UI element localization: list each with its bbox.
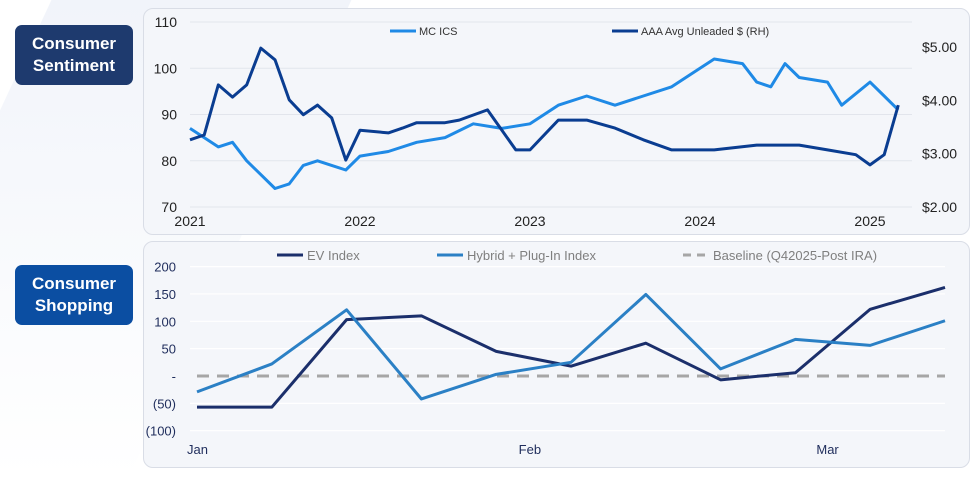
x-tick-label: Jan bbox=[187, 442, 208, 457]
y-right-tick-label: $2.00 bbox=[922, 199, 957, 215]
legend-label: MC ICS bbox=[419, 26, 458, 38]
y-left-tick-label: 80 bbox=[161, 153, 177, 169]
legend-label: AAA Avg Unleaded $ (RH) bbox=[641, 26, 769, 38]
y-tick-label: - bbox=[172, 369, 176, 384]
legend-label: Hybrid + Plug-In Index bbox=[467, 248, 596, 263]
x-tick-label: 2025 bbox=[854, 213, 885, 229]
series-line-ev-index bbox=[197, 285, 946, 409]
legend-label: EV Index bbox=[307, 248, 360, 263]
y-left-tick-label: 110 bbox=[155, 14, 178, 30]
y-left-tick-label: 100 bbox=[154, 60, 178, 76]
series-line-aaa-unleaded bbox=[189, 46, 900, 167]
consumer-sentiment-label: Consumer Sentiment bbox=[15, 25, 133, 85]
y-right-tick-label: $4.00 bbox=[922, 92, 957, 108]
x-tick-label: Feb bbox=[519, 442, 541, 457]
y-left-tick-label: 70 bbox=[161, 199, 177, 215]
x-tick-label: Mar bbox=[816, 442, 839, 457]
x-tick-label: 2021 bbox=[174, 213, 205, 229]
series-line-mc-ics bbox=[189, 57, 900, 190]
legend-label: Baseline (Q42025-Post IRA) bbox=[713, 248, 877, 263]
y-tick-label: 150 bbox=[154, 287, 176, 302]
consumer-shopping-label: Consumer Shopping bbox=[15, 265, 133, 325]
y-tick-label: 50 bbox=[162, 342, 176, 357]
series-line-hybrid-plugin-index bbox=[196, 292, 946, 401]
x-tick-label: 2024 bbox=[684, 213, 715, 229]
x-tick-label: 2022 bbox=[344, 213, 375, 229]
y-right-tick-label: $5.00 bbox=[922, 39, 957, 55]
y-tick-label: 200 bbox=[154, 260, 176, 275]
y-right-tick-label: $3.00 bbox=[922, 146, 957, 162]
x-tick-label: 2023 bbox=[514, 213, 545, 229]
y-tick-label: 100 bbox=[154, 314, 176, 329]
y-tick-label: (100) bbox=[146, 424, 176, 439]
y-tick-label: (50) bbox=[153, 396, 176, 411]
y-left-tick-label: 90 bbox=[161, 107, 177, 123]
